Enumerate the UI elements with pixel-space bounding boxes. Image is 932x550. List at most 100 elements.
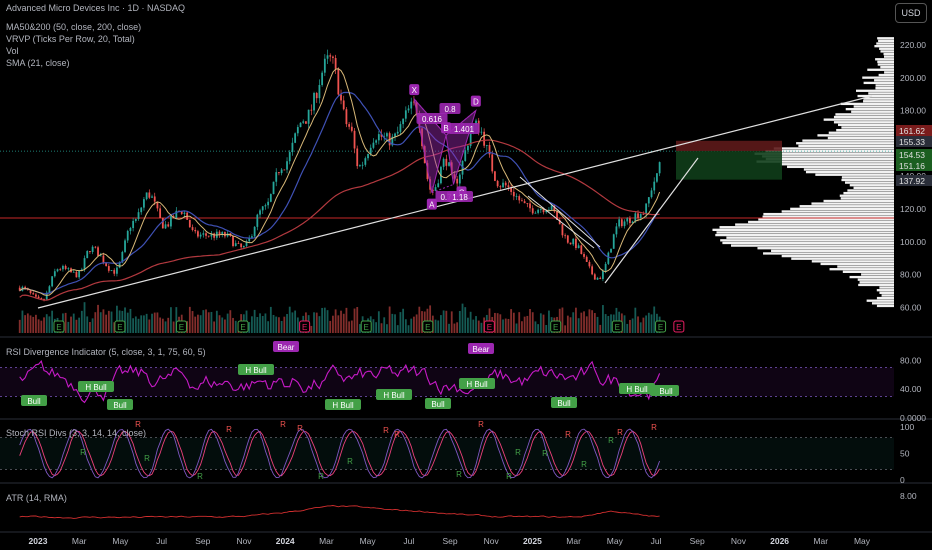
candle-body	[245, 241, 248, 246]
volume-bar	[437, 320, 440, 333]
time-axis: 2023 Mar May Jul Sep Nov 2024 Mar May Jul Sep Nov 20…	[29, 536, 871, 546]
volume-bar	[596, 316, 599, 333]
earnings-marker-label: E	[487, 323, 492, 332]
volume-profile-row	[837, 265, 894, 268]
symbol-title[interactable]: Advanced Micro Devices Inc · 1D · NASDAQ	[6, 3, 186, 13]
stoch-bear-marker: R	[478, 420, 484, 429]
volume-bar	[97, 304, 99, 333]
time-tick-label: Mar	[566, 536, 581, 546]
volume-bar	[510, 309, 513, 333]
pattern-ratio-label: 1.18	[452, 193, 468, 202]
pattern-point-a: A	[429, 201, 435, 210]
stoch-rsi-legend[interactable]: Stoch RSI Divs (3, 3, 14, 14, close)	[6, 428, 147, 438]
earnings-marker-label: E	[676, 323, 681, 332]
candle-body	[583, 254, 585, 257]
time-tick-label: 2024	[276, 536, 295, 546]
pattern-point-b: B	[443, 124, 448, 133]
volume-profile-row	[845, 107, 894, 111]
rsi-signal-label: Bull	[431, 400, 445, 409]
sma-legend[interactable]: SMA (21, close)	[6, 58, 70, 68]
candle-body	[558, 219, 561, 225]
candle-body	[232, 235, 234, 247]
ma-legend[interactable]: MA50&200 (50, close, 200, close)	[6, 22, 142, 32]
candle-body	[18, 287, 21, 291]
candle-body	[340, 94, 342, 101]
candle-body	[35, 294, 37, 297]
candle-body	[375, 140, 378, 143]
atr-legend[interactable]: ATR (14, RMA)	[6, 493, 67, 503]
time-tick-label: Sep	[195, 536, 210, 546]
volume-bar	[407, 325, 410, 333]
earnings-marker	[237, 320, 249, 333]
rsi-divergence-legend[interactable]: RSI Divergence Indicator (5, close, 3, 1…	[6, 347, 206, 357]
volume-bar	[604, 314, 607, 333]
candle-body	[396, 131, 399, 134]
volume-bar	[102, 309, 105, 333]
volume-bar	[394, 314, 396, 333]
volume-bar	[413, 316, 415, 333]
candle-body	[480, 131, 483, 133]
vol-legend[interactable]: Vol	[6, 46, 19, 56]
volume-bar	[575, 307, 577, 333]
rsi-signal-label: Bear	[278, 343, 295, 352]
volume-profile-row	[765, 149, 894, 153]
volume-profile-row	[817, 134, 894, 137]
volume-bar	[310, 325, 313, 333]
volume-bar	[461, 303, 464, 333]
candle-body	[86, 251, 89, 259]
volume-bar	[353, 308, 356, 333]
candle-body	[67, 268, 70, 270]
volume-profile-row	[823, 118, 894, 121]
candle-body	[221, 232, 224, 235]
price-tick-label: 200.00	[900, 73, 926, 83]
candle-body	[539, 209, 542, 210]
volume-profile-row	[843, 191, 894, 195]
vrvp-legend[interactable]: VRVP (Ticks Per Row, 20, Total)	[6, 34, 135, 44]
candle-body	[359, 165, 361, 167]
stoch-bear-marker: R	[617, 428, 623, 437]
time-tick-label: Sep	[442, 536, 457, 546]
candle-body	[656, 173, 658, 182]
candle-body	[353, 130, 356, 149]
candle-body	[377, 134, 380, 141]
candle-body	[356, 148, 359, 167]
candle-body	[48, 286, 51, 293]
volume-bar	[294, 310, 297, 333]
volume-bar	[340, 310, 342, 333]
ma50-line	[19, 91, 661, 295]
currency-button[interactable]: USD	[895, 3, 927, 23]
rsi-signal-badge	[551, 397, 577, 408]
volume-profile-row	[757, 247, 894, 250]
candle-body	[372, 142, 375, 148]
stoch-band	[0, 437, 894, 470]
volume-bar	[261, 315, 264, 333]
time-tick-label: 2023	[29, 536, 48, 546]
volume-bar	[32, 316, 35, 333]
volume-bar	[396, 325, 399, 333]
volume-bar	[469, 311, 472, 333]
volume-profile-row	[838, 123, 894, 127]
price-badge	[896, 160, 932, 171]
volume-profile-row	[796, 142, 894, 145]
candle-body	[291, 142, 294, 153]
volume-bar	[448, 323, 450, 333]
volume-profile-row	[856, 89, 894, 92]
time-tick-label: May	[112, 536, 129, 546]
volume-bar	[623, 315, 626, 333]
volume-bar	[348, 321, 351, 333]
time-tick-label: Sep	[690, 536, 705, 546]
volume-bar	[529, 309, 531, 333]
volume-profile-row	[811, 260, 894, 263]
candle-body	[105, 262, 108, 267]
volume-bar	[153, 312, 156, 333]
candle-body	[526, 203, 529, 204]
rsi-signal-badge	[273, 341, 299, 352]
volume-profile-row	[781, 210, 894, 213]
stoch-bull-marker: R	[506, 472, 512, 481]
target-zone	[676, 151, 782, 180]
candle-body	[647, 197, 650, 204]
pattern-point-d-marker	[470, 95, 481, 107]
candle-body	[521, 200, 523, 202]
candles	[18, 49, 661, 302]
